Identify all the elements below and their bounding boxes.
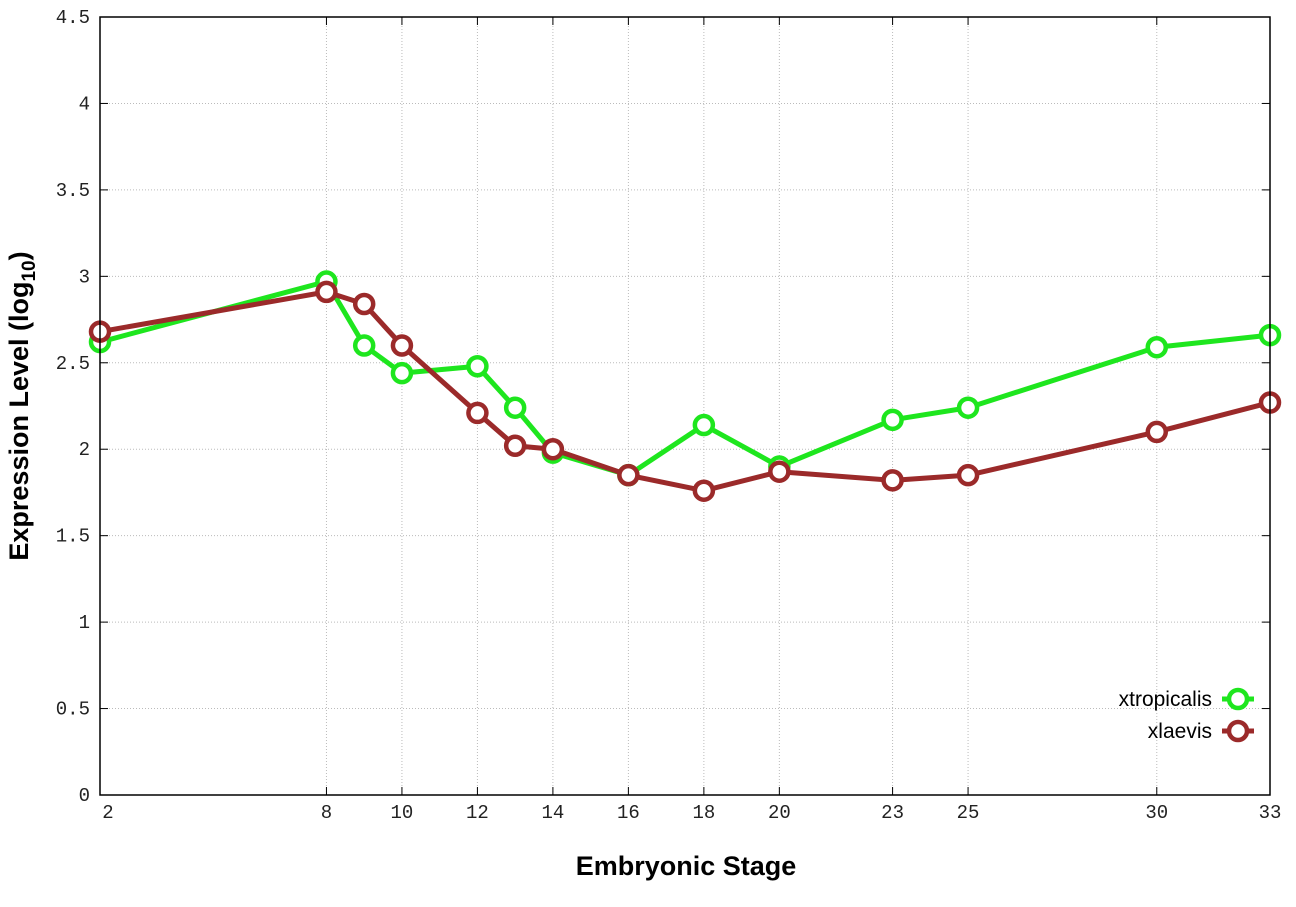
y-tick-label: 1 [79, 612, 90, 634]
y-tick-label: 0 [79, 785, 90, 807]
y-tick-label: 4 [79, 93, 90, 115]
y-axis-label: Expression Level (log10) [4, 251, 40, 560]
y-tick-label: 0.5 [56, 699, 90, 721]
legend-label: xtropicalis [1119, 688, 1212, 711]
data-point [881, 469, 904, 492]
data-point [881, 408, 904, 432]
grid [99, 16, 1271, 796]
x-tick-label: 10 [391, 802, 414, 824]
x-tick-label: 12 [466, 802, 489, 824]
y-tick-label: 2 [79, 439, 90, 461]
series [88, 270, 1282, 502]
y-tick-label: 1.5 [56, 526, 90, 548]
data-point [956, 463, 980, 487]
x-axis-label: Embryonic Stage [576, 851, 797, 881]
x-tick-label: 30 [1145, 802, 1168, 824]
ticks: 0 0.5 1 1.5 2 2.5 3 3.5 4 4.5 2 8 10 12 14 16 18 20 23 25 30… [56, 7, 1282, 824]
x-tick-label: 25 [957, 802, 980, 824]
y-tick-label: 3 [79, 266, 90, 288]
series-line [99, 289, 1271, 494]
data-point [390, 334, 414, 357]
x-tick-label: 14 [541, 802, 564, 824]
x-tick-label: 23 [881, 802, 904, 824]
x-tick-label: 20 [768, 802, 791, 824]
y-tick-label: 2.5 [56, 353, 90, 375]
legend-marker [1226, 687, 1250, 711]
data-point [617, 463, 640, 487]
data-point [692, 479, 716, 502]
y-axis-label-subscript: 10 [19, 260, 40, 281]
data-point [352, 334, 376, 357]
data-point [352, 292, 376, 316]
data-point [466, 354, 489, 378]
data-point [390, 361, 414, 385]
y-tick-label: 3.5 [56, 180, 90, 202]
legend-label: xlaevis [1148, 720, 1212, 743]
data-point [315, 280, 338, 304]
x-tick-label: 8 [321, 802, 332, 824]
x-tick-label: 18 [692, 802, 715, 824]
data-point [956, 396, 980, 419]
y-axis-label-main: Expression Level (log [4, 282, 34, 561]
x-tick-label: 33 [1259, 802, 1282, 824]
data-point [692, 413, 716, 437]
data-point [1145, 335, 1169, 359]
x-tick-label: 2 [102, 802, 113, 824]
y-tick-label: 4.5 [56, 7, 90, 29]
legend-marker [1226, 719, 1250, 743]
y-axis-label-suffix: ) [4, 251, 34, 260]
data-point [466, 401, 489, 425]
data-point [503, 434, 527, 458]
data-point [541, 437, 565, 461]
data-point [503, 396, 527, 419]
data-point [1145, 420, 1169, 444]
plot-border [99, 16, 1271, 796]
series-xlaevis [88, 280, 1282, 502]
data-point [768, 460, 791, 483]
x-tick-label: 16 [617, 802, 640, 824]
legend: xtropicalis xlaevis [1119, 687, 1254, 743]
